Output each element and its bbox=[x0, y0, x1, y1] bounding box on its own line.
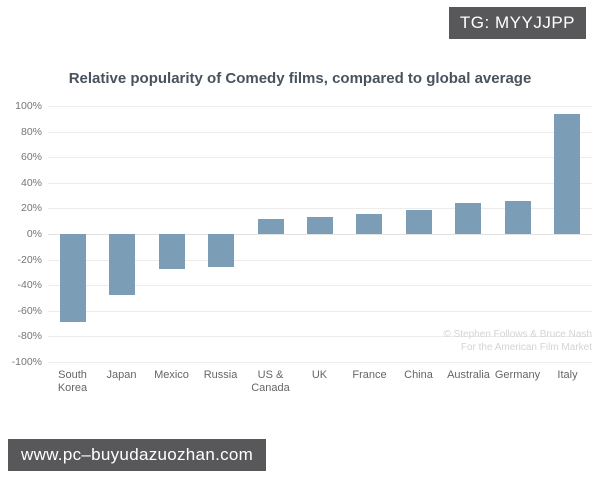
y-axis-tick-label: -20% bbox=[17, 254, 42, 266]
site-watermark: www.pc–buyudazuozhan.com bbox=[8, 439, 267, 471]
x-axis-label-mexico: Mexico bbox=[154, 369, 189, 381]
x-axis-label-australia: Australia bbox=[447, 369, 490, 381]
zero-gridline bbox=[48, 234, 592, 235]
bar-germany bbox=[505, 201, 531, 234]
bar-russia bbox=[208, 234, 234, 267]
y-axis-tick-label: -60% bbox=[17, 305, 42, 317]
y-axis-tick-label: 0% bbox=[26, 228, 42, 240]
gridline bbox=[48, 132, 592, 133]
gridline bbox=[48, 362, 592, 363]
gridline bbox=[48, 183, 592, 184]
bar-france bbox=[356, 214, 382, 234]
x-axis-label-japan: Japan bbox=[106, 369, 137, 381]
chart-attribution: © Stephen Follows & Bruce Nash For the A… bbox=[443, 328, 592, 354]
gridline bbox=[48, 336, 592, 337]
y-axis-tick-label: -100% bbox=[11, 356, 42, 368]
x-axis-label-italy: Italy bbox=[557, 369, 578, 381]
y-axis-tick-label: 100% bbox=[15, 100, 42, 112]
bar-uk bbox=[307, 217, 333, 234]
y-axis-tick-label: 20% bbox=[20, 202, 42, 214]
gridline bbox=[48, 260, 592, 261]
gridline bbox=[48, 285, 592, 286]
chart-title: Relative popularity of Comedy films, com… bbox=[68, 70, 532, 87]
x-axis-label-france: France bbox=[352, 369, 387, 381]
x-axis-label-uk: UK bbox=[311, 369, 328, 381]
x-axis-label-south-korea: South Korea bbox=[57, 369, 88, 394]
bar-mexico bbox=[159, 234, 185, 269]
gridline bbox=[48, 106, 592, 107]
bar-japan bbox=[109, 234, 135, 295]
x-axis-label-us-canada: US & Canada bbox=[251, 369, 290, 394]
x-axis-label-china: China bbox=[404, 369, 433, 381]
x-axis-label-russia: Russia bbox=[203, 369, 238, 381]
y-axis-tick-label: -40% bbox=[17, 279, 42, 291]
bar-china bbox=[406, 210, 432, 234]
attribution-line-1: © Stephen Follows & Bruce Nash bbox=[443, 329, 592, 340]
bar-south-korea bbox=[60, 234, 86, 322]
y-axis-tick-label: 60% bbox=[20, 151, 42, 163]
y-axis-tick-label: 80% bbox=[20, 126, 42, 138]
tg-watermark-badge: TG: MYYJJPP bbox=[448, 7, 586, 39]
y-axis-tick-label: -80% bbox=[17, 330, 42, 342]
x-axis-label-germany: Germany bbox=[494, 369, 541, 381]
bar-us-canada bbox=[258, 219, 284, 234]
bar-australia bbox=[455, 203, 481, 234]
gridline bbox=[48, 157, 592, 158]
gridline bbox=[48, 208, 592, 209]
attribution-line-2: For the American Film Market bbox=[460, 342, 592, 353]
bar-italy bbox=[554, 114, 580, 234]
gridline bbox=[48, 311, 592, 312]
y-axis-tick-label: 40% bbox=[20, 177, 42, 189]
